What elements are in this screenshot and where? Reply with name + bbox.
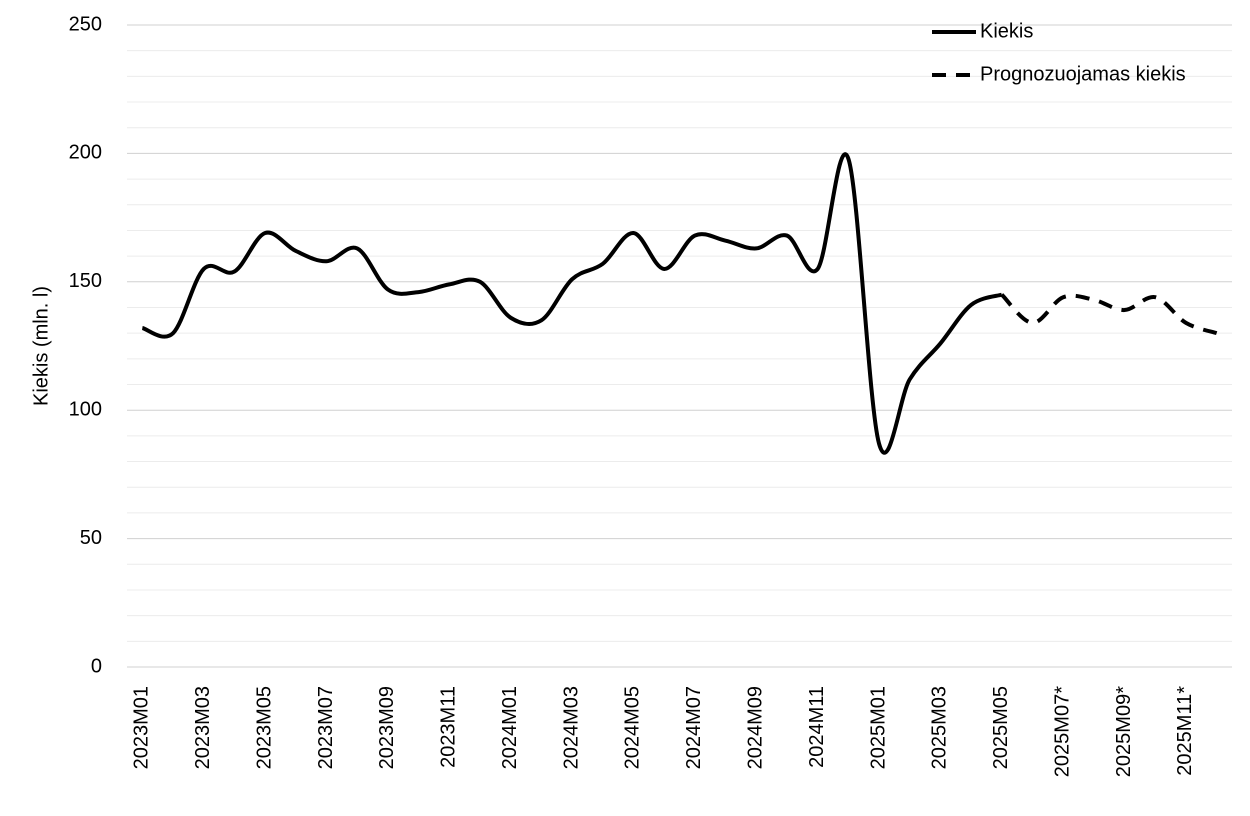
line xyxy=(141,152,1003,455)
x-tick-label: 2025M09* xyxy=(1113,686,1135,777)
x-tick-label: 2025M01 xyxy=(867,686,889,769)
legend-label: Prognozuojamas kiekis xyxy=(980,63,1186,85)
x-tick-label: 2023M09 xyxy=(376,686,398,769)
y-tick-label: 200 xyxy=(69,142,102,164)
y-tick-label: 100 xyxy=(69,398,102,420)
y-tick-label: 0 xyxy=(91,655,102,677)
x-tick-label: 2025M07* xyxy=(1051,686,1073,777)
y-axis-title: Kiekis (mln. l) xyxy=(30,286,52,406)
x-tick-label: 2024M01 xyxy=(499,686,521,769)
legend-label: Kiekis xyxy=(980,20,1033,42)
x-tick-label: 2023M01 xyxy=(131,686,153,769)
y-tick-label: 50 xyxy=(80,527,102,549)
x-tick-label: 2024M09 xyxy=(745,686,767,769)
x-tick-label: 2024M11 xyxy=(806,686,828,768)
x-tick-label: 2023M03 xyxy=(192,686,214,769)
x-tick-label: 2023M07 xyxy=(315,686,337,769)
line xyxy=(1000,293,1218,336)
x-tick-label: 2025M05 xyxy=(990,686,1012,769)
y-tick-label: 150 xyxy=(69,270,102,292)
x-tick-label: 2024M03 xyxy=(560,686,582,769)
y-tick-label: 250 xyxy=(69,13,102,35)
x-tick-label: 2024M07 xyxy=(683,686,705,769)
x-tick-label: 2025M11* xyxy=(1174,686,1196,776)
x-tick-label: 2023M05 xyxy=(253,686,275,769)
x-tick-label: 2023M11 xyxy=(438,686,460,768)
x-tick-label: 2024M05 xyxy=(622,686,644,769)
x-tick-label: 2025M03 xyxy=(929,686,951,769)
